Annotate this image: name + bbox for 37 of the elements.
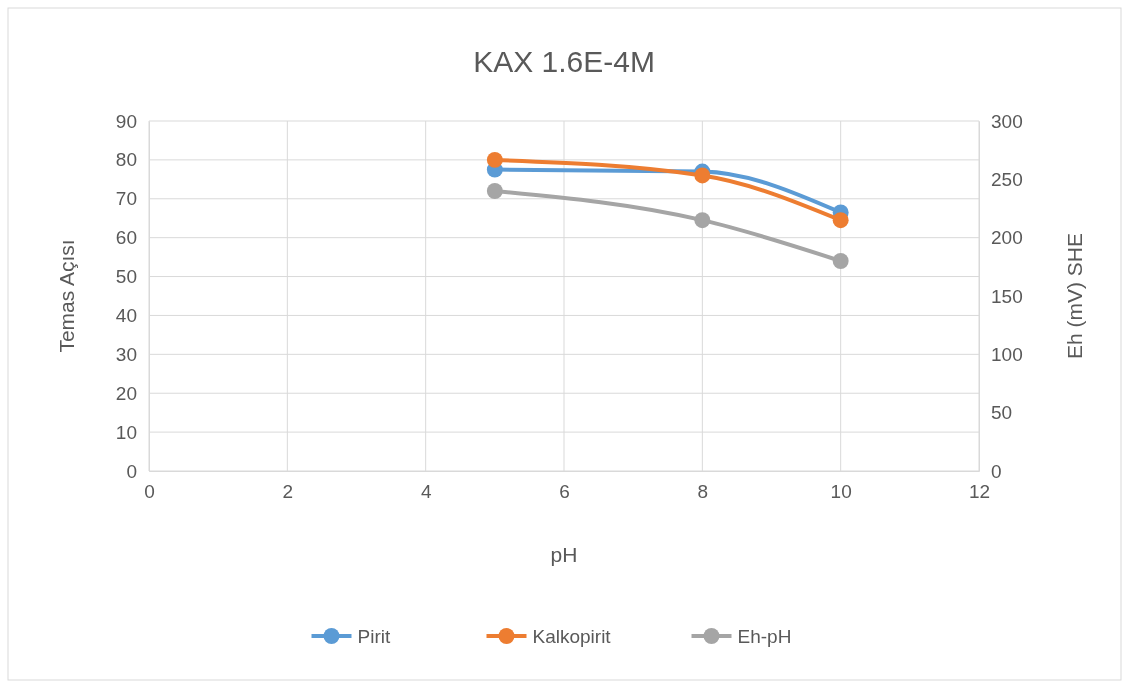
legend-label: Kalkopirit (532, 626, 612, 647)
legend-label: Pirit (357, 626, 391, 647)
x-tick-label: 12 (968, 481, 991, 503)
point (832, 253, 849, 269)
y-axis-title: Temas Açısı (55, 239, 78, 353)
y-tick-label: 20 (115, 382, 137, 404)
y2-axis-title: Eh (mV) SHE (1063, 232, 1086, 360)
y-tick-label: 40 (115, 305, 137, 327)
point (694, 212, 711, 229)
y-tick-label: 50 (115, 266, 137, 288)
chart-title: KAX 1.6E-4M (473, 45, 655, 78)
y-tick-label: 30 (115, 343, 137, 365)
y-tick-label: 70 (115, 188, 137, 210)
y-tick-label: 80 (115, 149, 137, 171)
point (486, 151, 503, 168)
y-tick-label: 60 (115, 227, 137, 249)
y2-tick-label: 200 (991, 227, 1023, 249)
y2-tick-label: 250 (991, 168, 1023, 190)
y-tick-label: 90 (115, 110, 137, 132)
x-axis-title: pH (550, 543, 578, 566)
point (486, 183, 503, 199)
point (694, 167, 711, 184)
y2-tick-label: 300 (991, 110, 1023, 132)
y2-tick-label: 100 (991, 343, 1023, 365)
y2-tick-label: 0 (991, 460, 1002, 482)
y2-tick-label: 150 (991, 285, 1023, 307)
point (832, 212, 849, 229)
x-tick-label: 8 (697, 481, 709, 503)
legend-label: Eh-pH (737, 626, 792, 647)
x-tick-label: 0 (144, 481, 155, 503)
y-tick-label: 0 (126, 460, 137, 482)
x-tick-label: 10 (830, 481, 852, 503)
y-tick-label: 10 (115, 421, 137, 443)
x-tick-label: 6 (559, 481, 570, 503)
y2-tick-label: 50 (991, 402, 1013, 424)
x-tick-label: 2 (282, 481, 294, 503)
x-tick-label: 4 (420, 481, 432, 503)
